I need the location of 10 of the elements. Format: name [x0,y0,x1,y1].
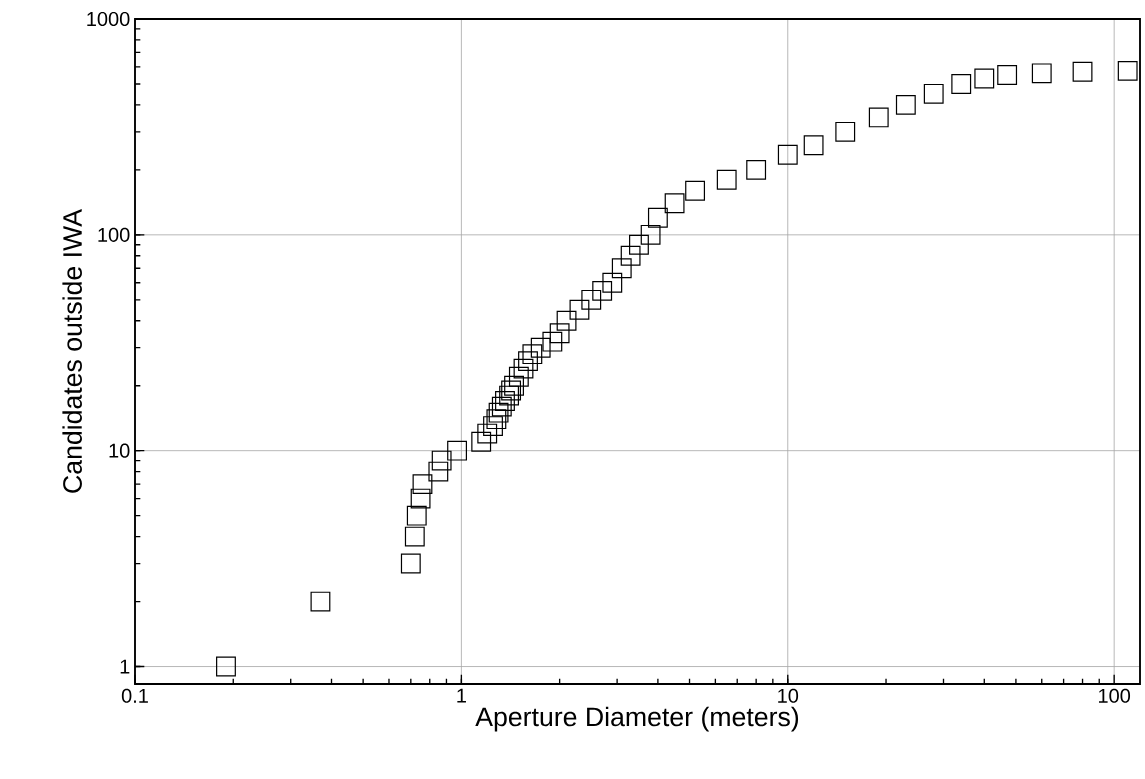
x-tick-label: 100 [1099,688,1131,703]
x-axis-title: Aperture Diameter (meters) [475,706,799,732]
x-tick-label: 1 [457,688,466,703]
x-tick-label: 0.1 [121,688,148,703]
x-tick-label: 10 [778,688,799,703]
y-axis-title: Candidates outside IWA [62,209,82,493]
y-tick-label: 1000 [87,11,130,27]
y-tick-label: 100 [98,227,130,242]
y-tick-label: 1 [120,659,130,674]
y-tick-label: 10 [109,443,130,458]
